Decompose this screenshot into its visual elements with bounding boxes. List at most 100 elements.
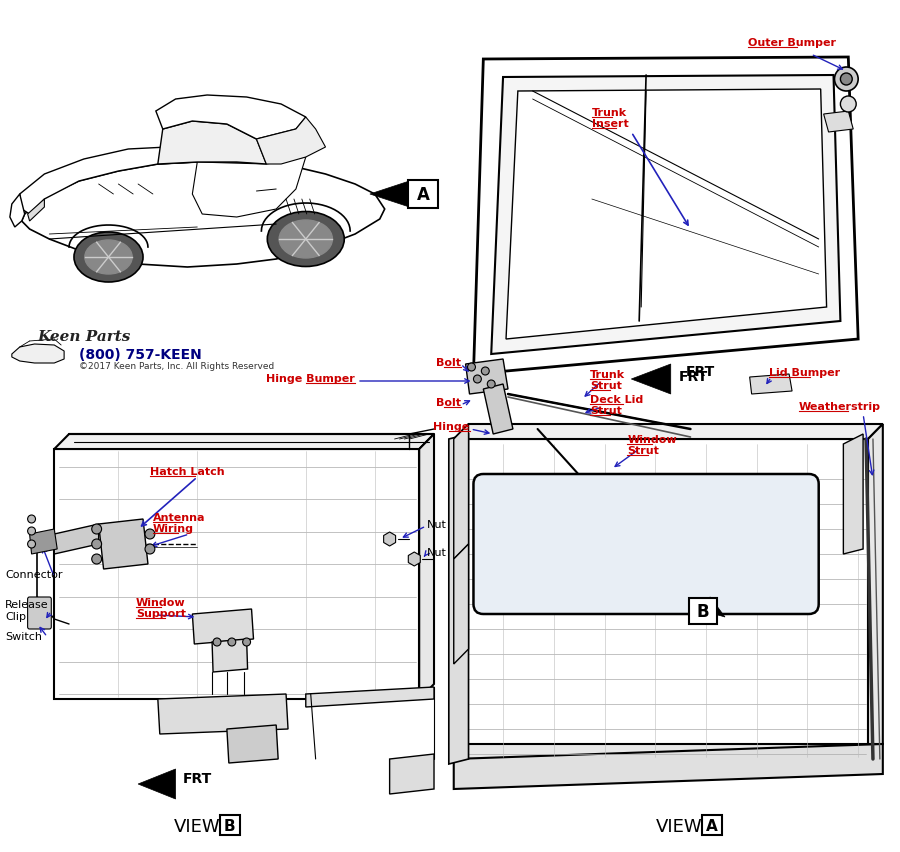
Polygon shape	[156, 96, 306, 140]
Polygon shape	[690, 597, 725, 618]
Circle shape	[145, 529, 155, 539]
Text: Window: Window	[136, 597, 185, 607]
Polygon shape	[750, 375, 792, 394]
Text: Support: Support	[136, 608, 186, 619]
Polygon shape	[10, 195, 24, 227]
Circle shape	[243, 638, 250, 646]
Polygon shape	[449, 435, 469, 764]
Polygon shape	[454, 424, 469, 560]
Polygon shape	[491, 76, 841, 354]
Text: Switch: Switch	[4, 631, 42, 642]
Polygon shape	[454, 744, 883, 759]
Text: Window: Window	[627, 435, 677, 445]
Text: Strut: Strut	[627, 446, 659, 456]
Circle shape	[92, 539, 102, 550]
Polygon shape	[227, 725, 278, 763]
Circle shape	[841, 97, 856, 112]
Text: Release
Clip: Release Clip	[4, 599, 49, 621]
FancyBboxPatch shape	[702, 815, 722, 835]
Circle shape	[28, 515, 35, 523]
Polygon shape	[473, 58, 859, 375]
Polygon shape	[454, 744, 883, 789]
Polygon shape	[370, 181, 410, 208]
Text: ©2017 Keen Parts, Inc. All Rights Reserved: ©2017 Keen Parts, Inc. All Rights Reserv…	[79, 361, 274, 371]
Text: Keen Parts: Keen Parts	[38, 330, 130, 343]
Text: Bolt: Bolt	[436, 358, 461, 367]
Polygon shape	[454, 440, 868, 759]
Text: Deck Lid: Deck Lid	[590, 394, 644, 405]
Text: Trunk: Trunk	[590, 370, 625, 379]
Text: Strut: Strut	[590, 381, 622, 390]
Polygon shape	[212, 639, 248, 672]
Polygon shape	[138, 769, 176, 799]
Text: Trunk: Trunk	[592, 108, 627, 118]
Text: Outer Bumper: Outer Bumper	[748, 38, 836, 48]
Text: FRT: FRT	[679, 370, 708, 383]
Text: A: A	[417, 186, 429, 204]
Polygon shape	[419, 435, 434, 699]
Polygon shape	[193, 609, 254, 644]
Text: FRT: FRT	[686, 365, 715, 378]
Polygon shape	[158, 122, 266, 164]
Polygon shape	[54, 524, 99, 555]
Text: Nut: Nut	[428, 520, 447, 529]
Ellipse shape	[267, 212, 344, 268]
Text: Strut: Strut	[590, 406, 622, 416]
Circle shape	[487, 381, 495, 389]
Text: Lid Bumper: Lid Bumper	[770, 367, 841, 377]
Polygon shape	[390, 754, 434, 794]
Text: Hinge: Hinge	[433, 422, 470, 431]
Circle shape	[92, 524, 102, 534]
Polygon shape	[843, 435, 863, 555]
FancyBboxPatch shape	[473, 475, 819, 614]
Polygon shape	[54, 435, 434, 450]
Polygon shape	[454, 544, 469, 665]
Text: Bolt: Bolt	[436, 398, 461, 407]
Text: Antenna: Antenna	[153, 512, 205, 522]
Text: Wiring: Wiring	[153, 523, 194, 533]
Polygon shape	[22, 163, 384, 268]
Circle shape	[92, 555, 102, 564]
Polygon shape	[12, 344, 64, 364]
Text: B: B	[697, 602, 709, 620]
Text: Insert: Insert	[592, 119, 628, 129]
Polygon shape	[465, 360, 508, 394]
Text: B: B	[224, 818, 236, 833]
Circle shape	[228, 638, 236, 646]
Polygon shape	[631, 365, 670, 394]
Circle shape	[145, 544, 155, 555]
Text: A: A	[706, 818, 718, 833]
Polygon shape	[306, 688, 434, 707]
Circle shape	[467, 364, 475, 371]
Text: FRT: FRT	[183, 771, 212, 785]
Polygon shape	[868, 424, 883, 759]
Polygon shape	[193, 158, 306, 218]
FancyBboxPatch shape	[409, 181, 438, 209]
Text: Nut: Nut	[428, 547, 447, 557]
Polygon shape	[483, 384, 513, 435]
Polygon shape	[54, 450, 419, 699]
Polygon shape	[506, 90, 826, 340]
Polygon shape	[30, 529, 58, 555]
Polygon shape	[99, 520, 148, 569]
Polygon shape	[158, 694, 288, 734]
Text: VIEW: VIEW	[656, 817, 703, 835]
Circle shape	[473, 376, 482, 383]
Polygon shape	[256, 118, 326, 164]
FancyBboxPatch shape	[689, 598, 717, 625]
Polygon shape	[20, 148, 197, 215]
Ellipse shape	[74, 233, 143, 283]
Text: (800) 757-KEEN: (800) 757-KEEN	[79, 348, 202, 361]
Text: Hatch Latch: Hatch Latch	[150, 466, 225, 476]
Text: VIEW: VIEW	[174, 817, 220, 835]
Text: Weatherstrip: Weatherstrip	[799, 401, 881, 412]
Text: Hinge Bumper: Hinge Bumper	[266, 373, 356, 383]
Polygon shape	[454, 424, 883, 440]
Circle shape	[841, 74, 852, 86]
Ellipse shape	[85, 241, 132, 274]
FancyBboxPatch shape	[220, 815, 239, 835]
Circle shape	[213, 638, 221, 646]
Ellipse shape	[279, 221, 332, 259]
Text: Connector: Connector	[4, 569, 62, 579]
Circle shape	[482, 367, 490, 376]
